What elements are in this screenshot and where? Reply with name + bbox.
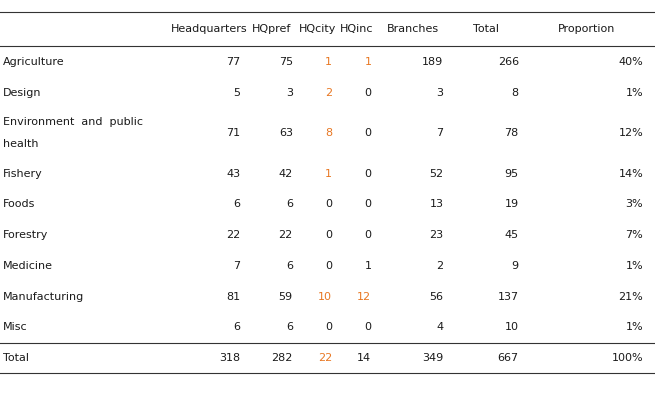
Text: 349: 349	[422, 353, 443, 363]
Text: 3: 3	[436, 88, 443, 97]
Text: Headquarters: Headquarters	[172, 24, 248, 34]
Text: 22: 22	[278, 230, 293, 240]
Text: 137: 137	[498, 292, 519, 301]
Text: 0: 0	[325, 200, 332, 209]
Text: 0: 0	[325, 230, 332, 240]
Text: Branches: Branches	[386, 24, 439, 34]
Text: 6: 6	[233, 322, 240, 332]
Text: 3: 3	[286, 88, 293, 97]
Text: 42: 42	[278, 169, 293, 179]
Text: 8: 8	[325, 128, 332, 138]
Text: Total: Total	[474, 24, 499, 34]
Text: 266: 266	[498, 57, 519, 67]
Text: HQinc: HQinc	[340, 24, 374, 34]
Text: 0: 0	[364, 322, 371, 332]
Text: 189: 189	[422, 57, 443, 67]
Text: 0: 0	[364, 200, 371, 209]
Text: 0: 0	[364, 230, 371, 240]
Text: 19: 19	[504, 200, 519, 209]
Text: 7: 7	[233, 261, 240, 271]
Text: 282: 282	[271, 353, 293, 363]
Text: 1: 1	[364, 261, 371, 271]
Text: 4: 4	[436, 322, 443, 332]
Text: 10: 10	[318, 292, 332, 301]
Text: 1%: 1%	[626, 261, 643, 271]
Text: 1: 1	[364, 57, 371, 67]
Text: Proportion: Proportion	[557, 24, 615, 34]
Text: 6: 6	[286, 261, 293, 271]
Text: 23: 23	[429, 230, 443, 240]
Text: 14: 14	[357, 353, 371, 363]
Text: 100%: 100%	[612, 353, 643, 363]
Text: 21%: 21%	[618, 292, 643, 301]
Text: HQcity: HQcity	[299, 24, 337, 34]
Text: 6: 6	[286, 322, 293, 332]
Text: 56: 56	[430, 292, 443, 301]
Text: 75: 75	[278, 57, 293, 67]
Text: 1: 1	[325, 169, 332, 179]
Text: 3%: 3%	[626, 200, 643, 209]
Text: Total: Total	[3, 353, 29, 363]
Text: 77: 77	[226, 57, 240, 67]
Text: 78: 78	[504, 128, 519, 138]
Text: Design: Design	[3, 88, 42, 97]
Text: 0: 0	[325, 322, 332, 332]
Text: 1%: 1%	[626, 88, 643, 97]
Text: 14%: 14%	[618, 169, 643, 179]
Text: 2: 2	[436, 261, 443, 271]
Text: 0: 0	[364, 169, 371, 179]
Text: 318: 318	[219, 353, 240, 363]
Text: 0: 0	[364, 88, 371, 97]
Text: 59: 59	[278, 292, 293, 301]
Text: Medicine: Medicine	[3, 261, 53, 271]
Text: 6: 6	[233, 200, 240, 209]
Text: health: health	[3, 139, 39, 149]
Text: 22: 22	[318, 353, 332, 363]
Text: 81: 81	[226, 292, 240, 301]
Text: 7%: 7%	[626, 230, 643, 240]
Text: 5: 5	[233, 88, 240, 97]
Text: Environment  and  public: Environment and public	[3, 117, 143, 127]
Text: 1%: 1%	[626, 322, 643, 332]
Text: 22: 22	[226, 230, 240, 240]
Text: Fishery: Fishery	[3, 169, 43, 179]
Text: Agriculture: Agriculture	[3, 57, 65, 67]
Text: 43: 43	[226, 169, 240, 179]
Text: 40%: 40%	[618, 57, 643, 67]
Text: 63: 63	[279, 128, 293, 138]
Text: 12: 12	[357, 292, 371, 301]
Text: 13: 13	[430, 200, 443, 209]
Text: 8: 8	[512, 88, 519, 97]
Text: 12%: 12%	[618, 128, 643, 138]
Text: Foods: Foods	[3, 200, 35, 209]
Text: 0: 0	[364, 128, 371, 138]
Text: 52: 52	[429, 169, 443, 179]
Text: Forestry: Forestry	[3, 230, 48, 240]
Text: 1: 1	[325, 57, 332, 67]
Text: 667: 667	[498, 353, 519, 363]
Text: 71: 71	[226, 128, 240, 138]
Text: 95: 95	[504, 169, 519, 179]
Text: 45: 45	[504, 230, 519, 240]
Text: Manufacturing: Manufacturing	[3, 292, 84, 301]
Text: 9: 9	[512, 261, 519, 271]
Text: Misc: Misc	[3, 322, 28, 332]
Text: 0: 0	[325, 261, 332, 271]
Text: 6: 6	[286, 200, 293, 209]
Text: 10: 10	[505, 322, 519, 332]
Text: 7: 7	[436, 128, 443, 138]
Text: HQpref: HQpref	[252, 24, 291, 34]
Text: 2: 2	[325, 88, 332, 97]
